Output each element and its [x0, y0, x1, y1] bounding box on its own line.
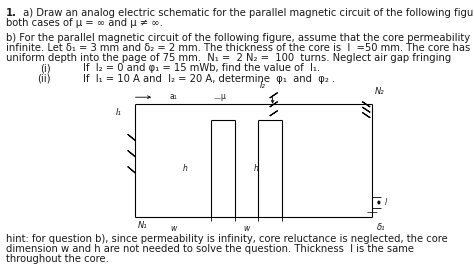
Text: uniform depth into the page of 75 mm.  N₁ =  2 N₂ =  100  turns. Neglect air gap: uniform depth into the page of 75 mm. N₁… — [6, 53, 451, 63]
Text: I₁: I₁ — [116, 107, 121, 117]
Text: w: w — [243, 224, 250, 233]
Text: l: l — [384, 198, 386, 207]
Text: (i): (i) — [40, 63, 51, 73]
Text: h: h — [254, 164, 258, 173]
Text: If  I₁ = 10 A and  I₂ = 20 A, determine  φ₁  and  φ₂ .: If I₁ = 10 A and I₂ = 20 A, determine φ₁… — [83, 74, 335, 84]
Text: a₁: a₁ — [169, 92, 177, 101]
Text: δ₁: δ₁ — [377, 223, 385, 232]
Text: If  I₂ = 0 and φ₁ = 15 mWb, find the value of  I₁.: If I₂ = 0 and φ₁ = 15 mWb, find the valu… — [83, 63, 320, 73]
Text: throughout the core.: throughout the core. — [6, 254, 109, 264]
Text: h: h — [182, 164, 187, 173]
Text: N₂: N₂ — [374, 87, 384, 96]
Text: dimension w and h are not needed to solve the question. Thickness  l is the same: dimension w and h are not needed to solv… — [6, 244, 414, 254]
Text: I₂: I₂ — [260, 82, 266, 90]
Text: w: w — [170, 224, 176, 233]
Text: infinite. Let δ₁ = 3 mm and δ₂ = 2 mm. The thickness of the core is  l  =50 mm. : infinite. Let δ₁ = 3 mm and δ₂ = 2 mm. T… — [6, 43, 474, 53]
Text: N₁: N₁ — [137, 221, 147, 230]
Text: a) Draw an analog electric schematic for the parallel magnetic circuit of the fo: a) Draw an analog electric schematic for… — [20, 8, 474, 18]
Text: μ: μ — [220, 92, 225, 101]
Text: hint: for question b), since permeability is infinity, core reluctance is neglec: hint: for question b), since permeabilit… — [6, 234, 447, 244]
Text: 1.: 1. — [6, 8, 17, 18]
Text: —: — — [213, 95, 220, 101]
Text: (ii): (ii) — [37, 74, 50, 84]
Text: both cases of μ = ∞ and μ ≠ ∞.: both cases of μ = ∞ and μ ≠ ∞. — [6, 18, 163, 28]
Text: b) For the parallel magnetic circuit of the following figure, assume that the co: b) For the parallel magnetic circuit of … — [6, 33, 474, 43]
